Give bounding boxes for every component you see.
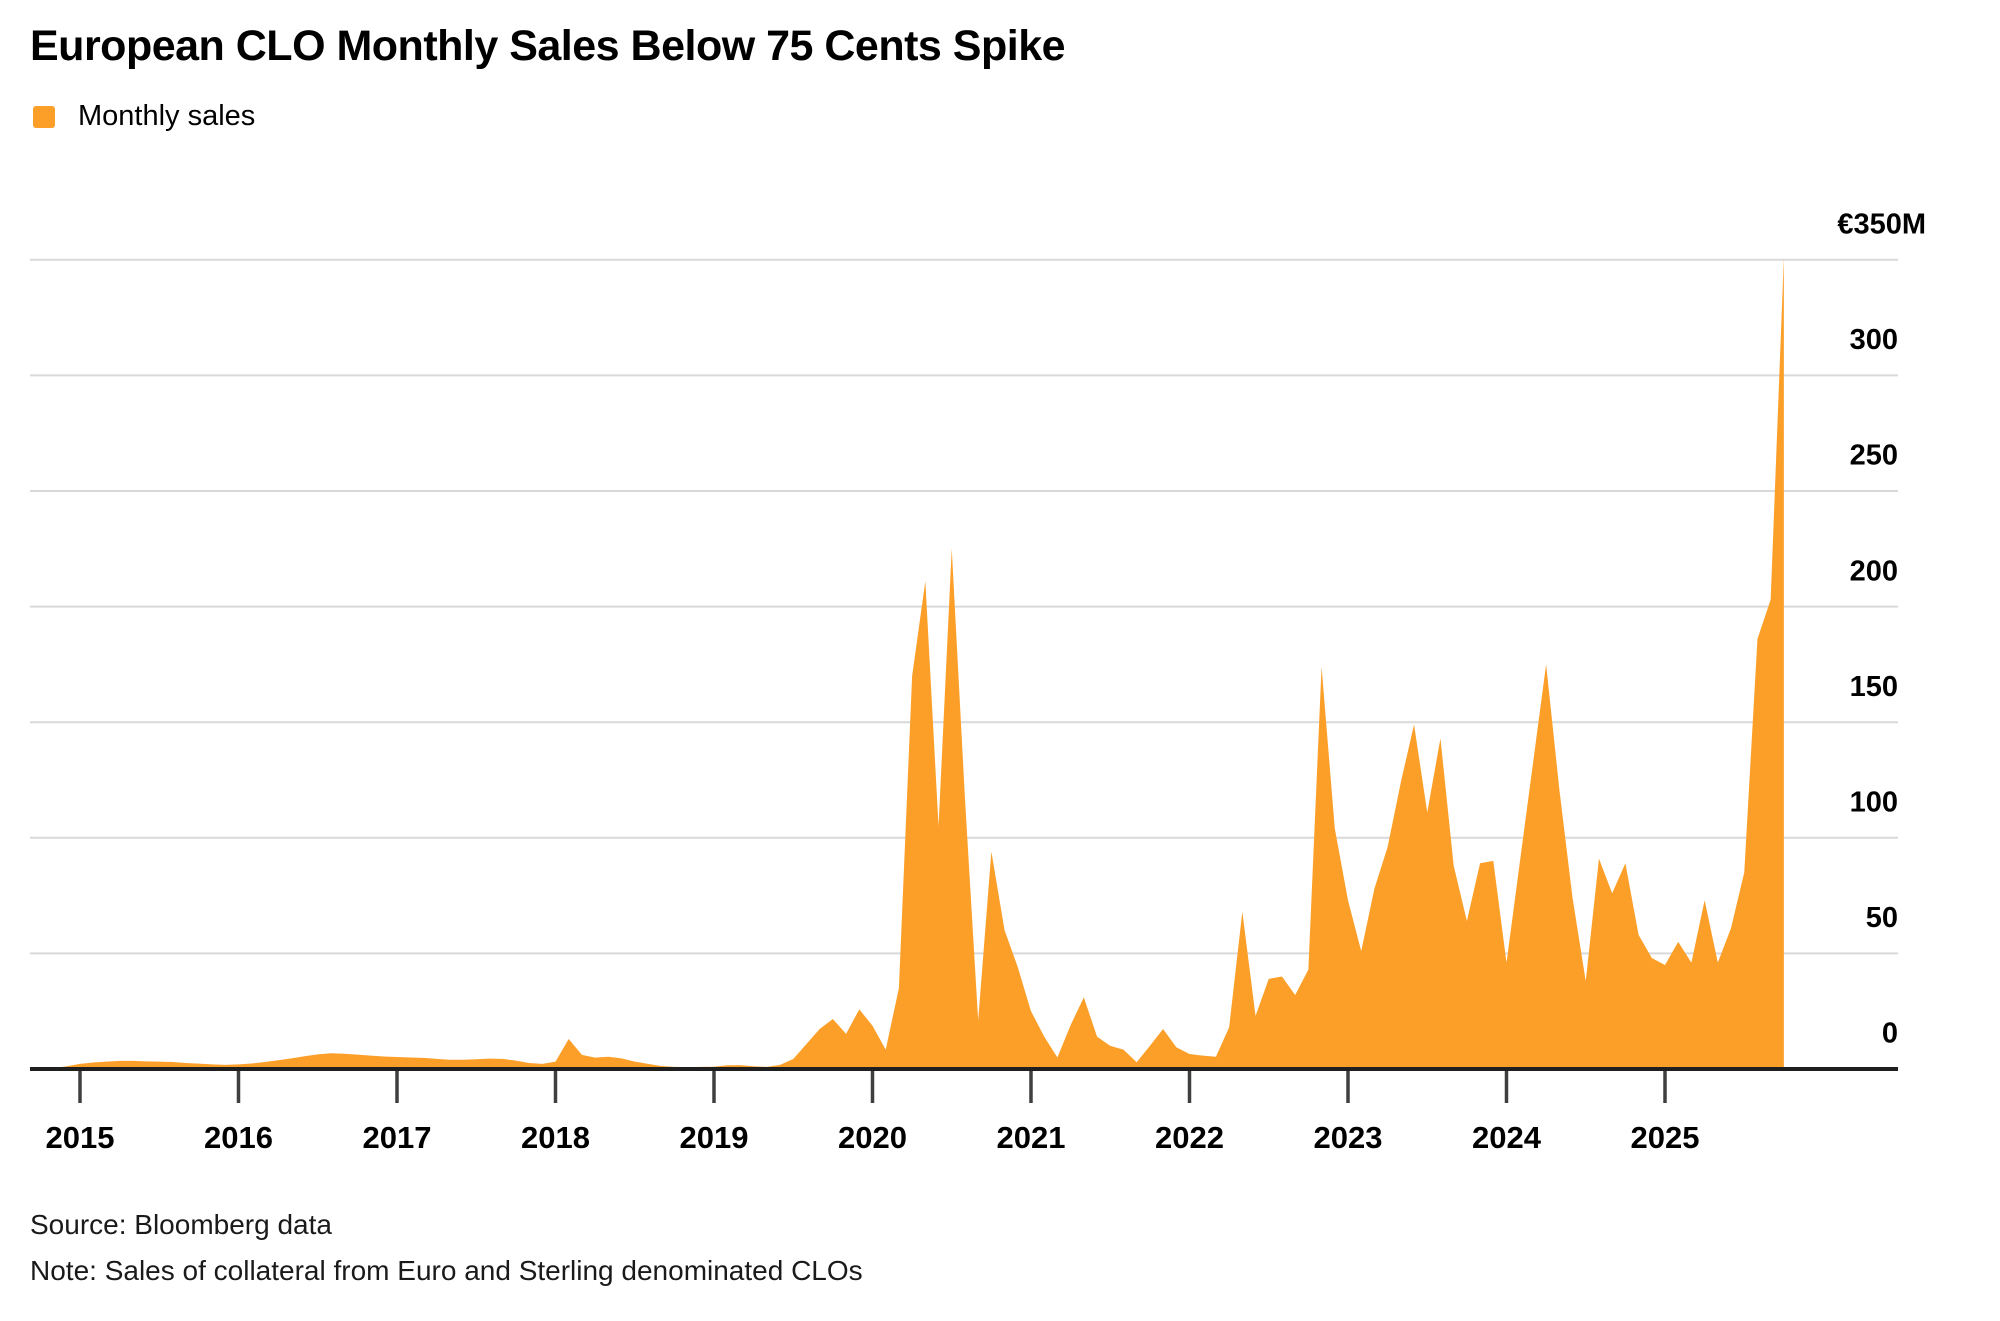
monthly-sales-legend-label: Monthly sales	[78, 100, 256, 132]
x-axis-label: 2018	[521, 1120, 590, 1155]
y-axis-label: 300	[1850, 324, 1898, 356]
x-axis-label: 2024	[1472, 1120, 1542, 1155]
y-axis-label: 200	[1850, 555, 1898, 587]
y-axis-label: 250	[1850, 440, 1898, 472]
chart-title: European CLO Monthly Sales Below 75 Cent…	[30, 22, 1066, 70]
x-axis-label: 2022	[1155, 1120, 1224, 1155]
y-axis-label: 0	[1882, 1018, 1898, 1050]
legend: Monthly sales	[33, 100, 255, 133]
note-text: Note: Sales of collateral from Euro and …	[30, 1255, 863, 1286]
y-axis-label: 100	[1850, 786, 1898, 818]
x-axis-label: 2017	[363, 1120, 432, 1155]
x-axis-label: 2015	[46, 1120, 115, 1155]
y-axis-label: €350M	[1837, 208, 1926, 240]
monthly-sales-legend-swatch	[33, 105, 55, 128]
x-axis-label: 2020	[838, 1120, 907, 1155]
x-axis-label: 2021	[997, 1120, 1066, 1155]
source-text: Source: Bloomberg data	[30, 1209, 332, 1240]
y-axis-label: 150	[1850, 671, 1898, 703]
x-axis-label: 2025	[1631, 1120, 1700, 1155]
chart-footer: Source: Bloomberg data Note: Sales of co…	[30, 1202, 863, 1294]
x-axis-label: 2023	[1314, 1120, 1383, 1155]
monthly-sales-area	[53, 257, 1784, 1069]
x-axis-label: 2016	[204, 1120, 273, 1155]
x-axis-label: 2019	[680, 1120, 749, 1155]
y-axis-label: 50	[1866, 902, 1898, 934]
